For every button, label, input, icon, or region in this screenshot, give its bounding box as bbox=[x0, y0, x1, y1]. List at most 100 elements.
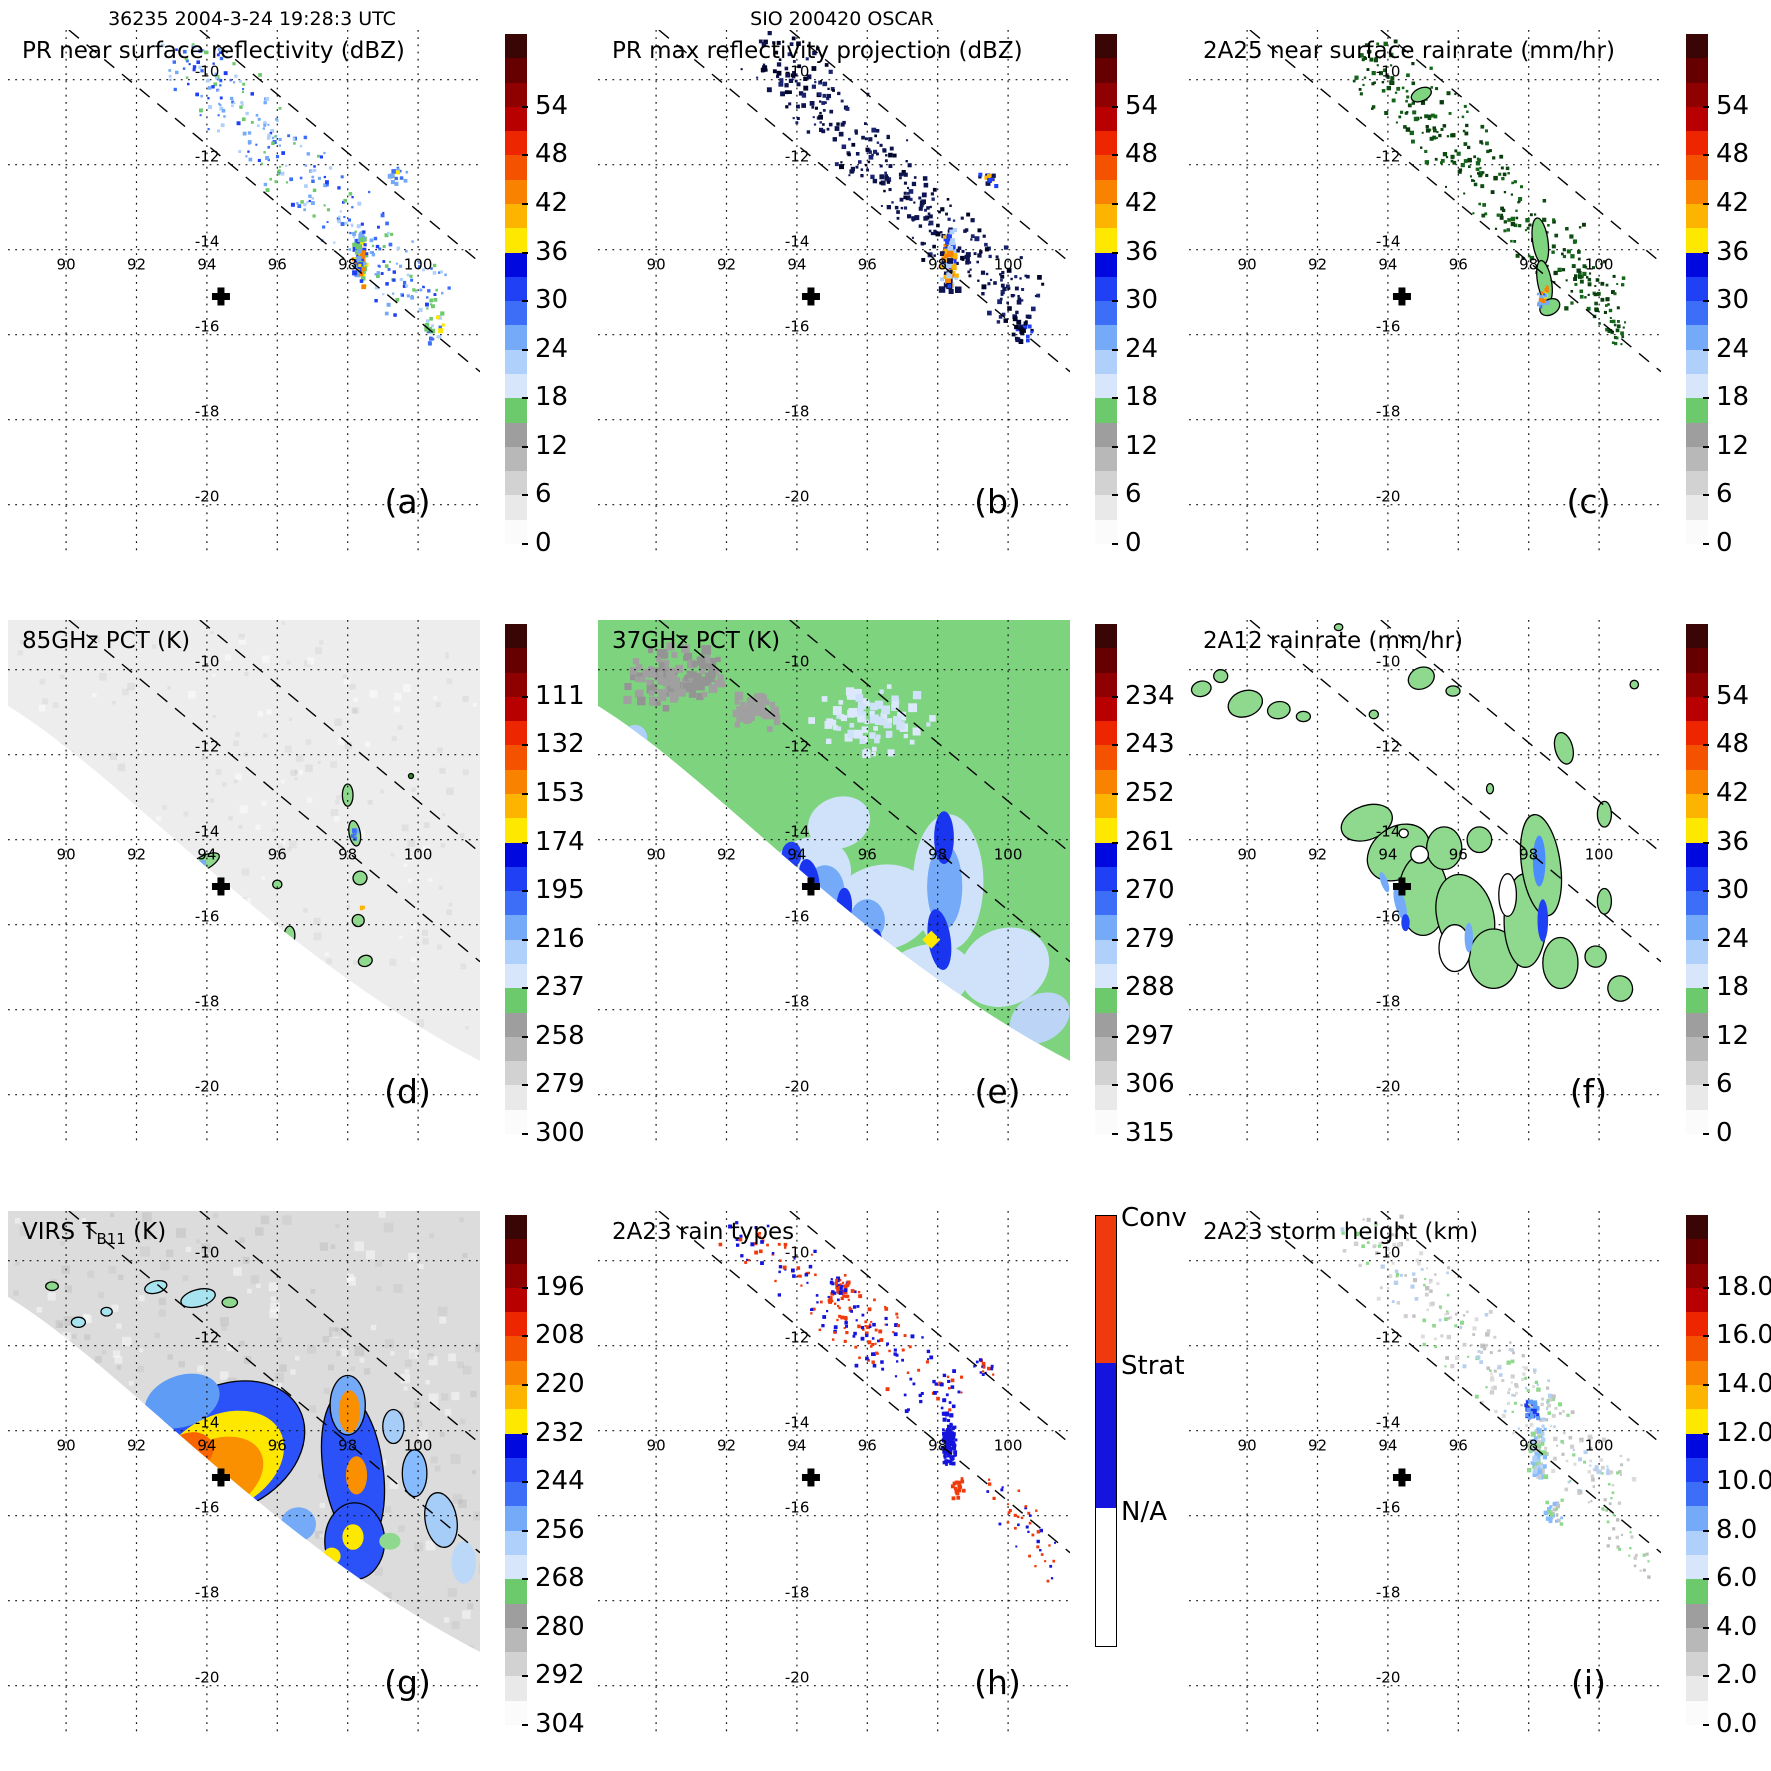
colorbar-label-a-0: 54 bbox=[535, 90, 569, 121]
data-layer bbox=[1407, 666, 1435, 691]
panel-e-37ghz-pct: 90 92 94 96 98 100 -10 -12 -14 -16 -18 -20 37GHz PCT… bbox=[590, 590, 1180, 1180]
colorbar-label-a-8: 6 bbox=[535, 479, 552, 510]
svg-text:98: 98 bbox=[928, 846, 947, 864]
rain-feature-blob bbox=[1498, 873, 1518, 917]
data-layer bbox=[160, 43, 451, 317]
panel-g-virs-tb11: 90 92 94 96 98 100 -10 -12 -14 -16 -18 -20 VIRS TB11… bbox=[0, 1181, 590, 1771]
pr-swath-boundary-lines bbox=[68, 620, 480, 963]
svg-text:-12: -12 bbox=[1376, 738, 1401, 756]
svg-text:-18: -18 bbox=[195, 1584, 220, 1602]
colorbar-label-e-8: 306 bbox=[1125, 1069, 1175, 1100]
data-layer bbox=[1498, 873, 1518, 917]
data-layer bbox=[1368, 709, 1380, 720]
svg-text:98: 98 bbox=[338, 846, 357, 864]
svg-text:92: 92 bbox=[1308, 1437, 1327, 1455]
svg-text:96: 96 bbox=[1449, 846, 1468, 864]
colorbar-b: 54 48 42 36 30 24 18 12 6 0 bbox=[1095, 0, 1180, 590]
data-layer bbox=[221, 1296, 239, 1309]
svg-text:-16: -16 bbox=[785, 908, 810, 926]
rain-feature-blob bbox=[1629, 679, 1640, 690]
svg-text:-16: -16 bbox=[1376, 1499, 1401, 1517]
svg-text:90: 90 bbox=[1238, 1437, 1257, 1455]
data-layer bbox=[1607, 975, 1634, 1002]
rain-feature-blob bbox=[1596, 887, 1613, 915]
pr-swath-boundary-lines bbox=[658, 1211, 1070, 1554]
svg-text:-14: -14 bbox=[1376, 233, 1401, 251]
colorbar-label-e-7: 297 bbox=[1125, 1020, 1175, 1051]
data-layer bbox=[1266, 700, 1291, 720]
colorbar-label-i-7: 4.0 bbox=[1716, 1611, 1758, 1642]
colorbar-label-g-6: 268 bbox=[535, 1563, 585, 1594]
data-layer bbox=[960, 927, 1050, 1007]
colorbar-label-g-3: 232 bbox=[535, 1417, 585, 1448]
graticule-labels: 90 92 94 96 98 100 -10 -12 -14 -16 -18 -20 bbox=[57, 63, 433, 506]
svg-text:98: 98 bbox=[1519, 256, 1538, 274]
graticule bbox=[598, 620, 1070, 1145]
rain-feature-blob bbox=[1340, 803, 1393, 842]
svg-text:-16: -16 bbox=[1376, 318, 1401, 336]
cross-marker bbox=[801, 287, 820, 306]
rain-feature-blob bbox=[341, 783, 354, 807]
data-layer bbox=[1425, 826, 1463, 871]
colorbar-label-a-7: 12 bbox=[535, 430, 569, 461]
rain-feature-blob bbox=[1425, 826, 1463, 871]
rain-feature-blob bbox=[1542, 936, 1579, 990]
rain-feature-blob bbox=[1266, 700, 1291, 720]
rain-feature-blob bbox=[1553, 731, 1575, 765]
svg-text:-12: -12 bbox=[1376, 1329, 1401, 1347]
panel-title-g: VIRS TB11 (K) bbox=[22, 1219, 166, 1248]
colorbar-label-c-7: 12 bbox=[1716, 430, 1750, 461]
data-layer bbox=[8, 620, 480, 1061]
data-layer bbox=[1466, 826, 1493, 854]
svg-text:90: 90 bbox=[647, 1437, 666, 1455]
svg-text:-20: -20 bbox=[785, 1078, 810, 1096]
cross-marker bbox=[801, 877, 820, 896]
svg-text:-18: -18 bbox=[1376, 1584, 1401, 1602]
svg-text:94: 94 bbox=[1378, 1437, 1397, 1455]
cross-marker bbox=[211, 287, 230, 306]
data-layer bbox=[1577, 1483, 1651, 1579]
svg-text:-20: -20 bbox=[1376, 1669, 1401, 1687]
data-layer bbox=[342, 1524, 364, 1550]
colorbar-e: 234 243 252 261 270 279 288 297 306 315 bbox=[1095, 590, 1180, 1180]
svg-text:-18: -18 bbox=[195, 403, 220, 421]
data-layer bbox=[827, 1276, 851, 1300]
svg-text:98: 98 bbox=[1519, 1437, 1538, 1455]
rain-feature-blob bbox=[1537, 899, 1549, 942]
svg-text:96: 96 bbox=[1449, 256, 1468, 274]
svg-text:-10: -10 bbox=[195, 1244, 220, 1262]
data-layer bbox=[732, 691, 781, 732]
colorbar-label-f-1: 48 bbox=[1716, 729, 1750, 760]
data-layer bbox=[1464, 922, 1473, 953]
data-layer bbox=[352, 870, 368, 886]
data-layer bbox=[351, 913, 365, 928]
data-layer bbox=[934, 811, 954, 864]
graticule bbox=[598, 1211, 1070, 1736]
colorbar-label-g-5: 256 bbox=[535, 1514, 585, 1545]
svg-text:96: 96 bbox=[1449, 1437, 1468, 1455]
colorbar-c: 54 48 42 36 30 24 18 12 6 0 bbox=[1686, 0, 1771, 590]
colorbar-label-i-3: 12.0 bbox=[1716, 1417, 1771, 1448]
svg-text:98: 98 bbox=[338, 256, 357, 274]
data-layer bbox=[357, 954, 373, 968]
svg-text:-14: -14 bbox=[195, 823, 220, 841]
pr-swath-boundary-lines bbox=[658, 620, 1070, 963]
svg-text:-16: -16 bbox=[1376, 908, 1401, 926]
graticule bbox=[598, 30, 1070, 555]
data-layer bbox=[387, 166, 409, 186]
data-layer bbox=[1227, 689, 1264, 718]
map-h: 90 92 94 96 98 100 -10 -12 -14 -16 -18 -20 2A23 rain… bbox=[598, 1211, 1070, 1736]
svg-text:-16: -16 bbox=[195, 908, 220, 926]
svg-text:100: 100 bbox=[1585, 256, 1614, 274]
panel-c-2a25-near-surface-rainrate: 90 92 94 96 98 100 -10 -12 -14 -16 -18 -20 2A25 near… bbox=[1181, 0, 1771, 590]
colorbar-label-b-1: 48 bbox=[1125, 139, 1159, 170]
data-layer bbox=[1629, 679, 1640, 690]
rain-feature-blob bbox=[1607, 975, 1634, 1002]
svg-text:-12: -12 bbox=[195, 1329, 220, 1347]
svg-text:-16: -16 bbox=[195, 1499, 220, 1517]
rain-feature-blob bbox=[1295, 710, 1312, 723]
colorbar-a: 54 48 42 36 30 24 18 12 6 0 bbox=[505, 0, 590, 590]
graticule bbox=[8, 30, 480, 555]
graticule bbox=[1189, 1211, 1661, 1736]
svg-text:-18: -18 bbox=[1376, 403, 1401, 421]
